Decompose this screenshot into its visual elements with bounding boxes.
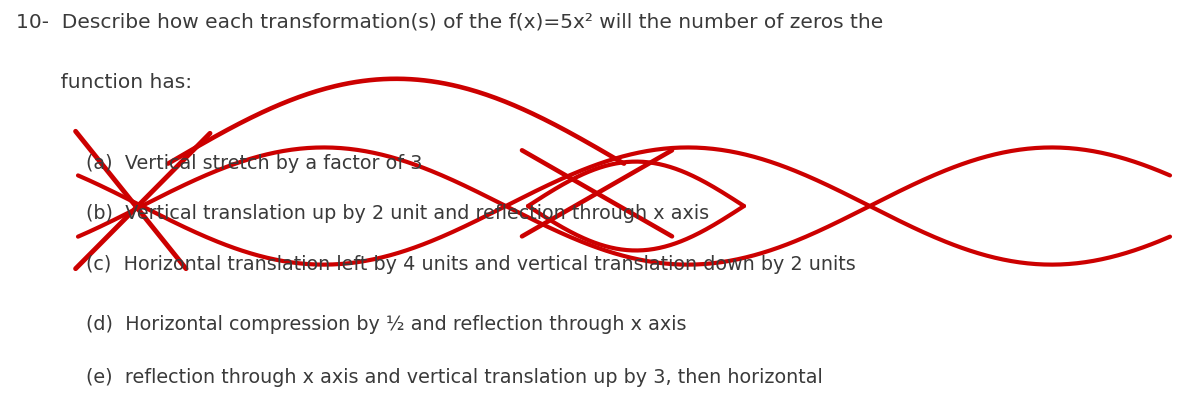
Text: (d)  Horizontal compression by ½ and reflection through x axis: (d) Horizontal compression by ½ and refl… [86, 315, 686, 334]
Text: (e)  reflection through x axis and vertical translation up by 3, then horizontal: (e) reflection through x axis and vertic… [86, 368, 823, 387]
Text: 10-  Describe how each transformation(s) of the f(x)=5x² will the number of zero: 10- Describe how each transformation(s) … [16, 12, 883, 31]
Text: (c)  Horizontal translation left by 4 units and vertical translation down by 2 u: (c) Horizontal translation left by 4 uni… [86, 255, 856, 274]
Text: (a)  Vertical stretch by a factor of 3: (a) Vertical stretch by a factor of 3 [86, 154, 422, 173]
Text: function has:: function has: [16, 73, 192, 92]
Text: (b)  Vertical translation up by 2 unit and reflection through x axis: (b) Vertical translation up by 2 unit an… [86, 204, 709, 223]
